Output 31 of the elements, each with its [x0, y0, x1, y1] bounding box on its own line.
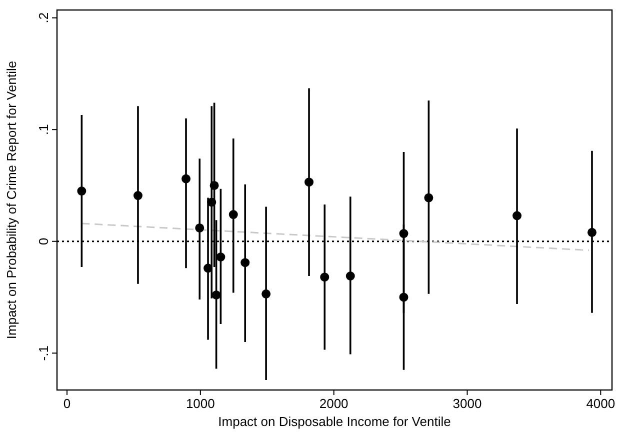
y-axis-title: Impact on Probability of Crime Report for Ventile — [4, 60, 19, 340]
point — [204, 264, 213, 273]
point — [210, 180, 219, 190]
point — [195, 223, 204, 232]
point — [216, 252, 226, 262]
x-tick-label: 2000 — [319, 396, 348, 411]
point — [240, 258, 250, 268]
point — [320, 272, 330, 282]
point — [424, 193, 434, 202]
x-axis-title: Impact on Disposable Income for Ventile — [218, 414, 451, 429]
point — [77, 186, 86, 196]
point — [346, 272, 355, 280]
point — [212, 290, 221, 300]
y-tick-label: .1 — [36, 124, 51, 136]
point — [207, 198, 216, 207]
point — [262, 289, 271, 298]
point — [182, 174, 191, 184]
x-tick-label: 4000 — [586, 396, 616, 411]
y-tick-label: -.1 — [36, 346, 51, 361]
point — [133, 191, 142, 200]
point — [304, 178, 314, 187]
x-tick-label: 0 — [63, 396, 71, 411]
y-tick-label: 0 — [36, 238, 51, 245]
x-tick-label: 1000 — [186, 396, 215, 411]
point — [512, 211, 522, 220]
point — [228, 210, 238, 220]
point — [399, 292, 408, 302]
x-tick-label: 3000 — [452, 396, 482, 411]
y-tick-label: .2 — [36, 12, 51, 24]
point — [399, 229, 408, 238]
point — [587, 228, 596, 237]
